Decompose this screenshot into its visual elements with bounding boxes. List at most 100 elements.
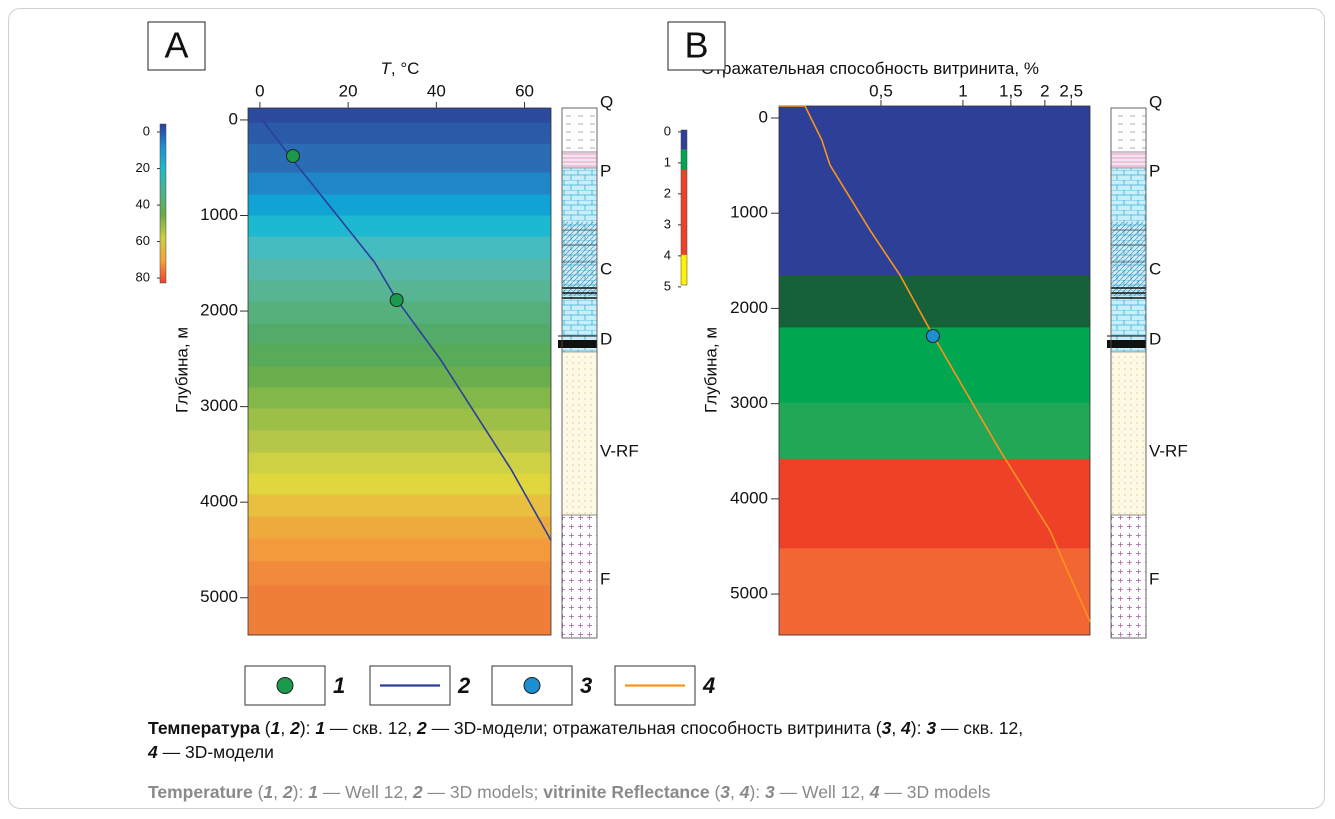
- colorbar-tick-label: 0: [143, 123, 150, 138]
- y-axis-label: Глубина, м: [172, 327, 191, 413]
- colorbar-tick-label: 4: [664, 247, 671, 262]
- depth-band: [248, 215, 551, 238]
- y-tick-label: 5000: [200, 587, 238, 606]
- x-axis-label: Отражательная способность витринита, %: [701, 59, 1039, 78]
- lithology-layer: [1110, 351, 1147, 516]
- lithology-label: F: [1149, 569, 1159, 588]
- lithology-label: Q: [1149, 92, 1162, 111]
- caption-run: ):: [910, 718, 927, 738]
- lithology-layer: [1110, 107, 1147, 153]
- colorbar: [159, 123, 167, 284]
- legend-label: 2: [457, 673, 471, 698]
- depth-band: [248, 452, 551, 475]
- colorbar-segment: [681, 130, 687, 150]
- y-tick-label: 2000: [730, 298, 768, 317]
- x-tick-label: 0: [255, 81, 264, 100]
- depth-band: [248, 344, 551, 367]
- depth-band: [248, 366, 551, 389]
- y-tick-label: 5000: [730, 584, 768, 603]
- caption-run: 3: [765, 782, 775, 802]
- legend-label: 4: [702, 673, 715, 698]
- depth-band: [779, 106, 1090, 277]
- caption-run: — 3D models: [879, 782, 991, 802]
- colorbar-tick-label: 40: [136, 196, 150, 211]
- depth-band: [779, 402, 1090, 460]
- depth-band: [248, 430, 551, 453]
- caption-run: — 3D models;: [422, 782, 544, 802]
- lithology-hatch: [562, 222, 597, 296]
- lithology-label: C: [1149, 259, 1161, 278]
- caption-run: Temperature: [148, 782, 253, 802]
- y-tick-label: 3000: [730, 393, 768, 412]
- caption-ru: Температура (1, 2): 1 — скв. 12, 2 — 3D-…: [148, 716, 1023, 764]
- x-axis-unit: , °C: [391, 59, 420, 78]
- well-point: [389, 293, 404, 308]
- lithology-layer: [561, 514, 598, 639]
- colorbar-tick-label: 1: [664, 154, 671, 169]
- depth-band: [248, 473, 551, 496]
- profile-line: [779, 105, 1091, 622]
- caption-run: (: [709, 782, 721, 802]
- caption-run: 4: [739, 782, 750, 802]
- colorbar-segment: [681, 254, 687, 285]
- lithology-label: V-RF: [600, 441, 639, 460]
- caption-run: — 3D-модели; отражательная способность в…: [426, 718, 882, 738]
- lithology-layer: [1110, 514, 1147, 639]
- y-tick-label: 0: [229, 109, 238, 128]
- x-tick-label: 1: [958, 81, 967, 100]
- lithology-label: F: [600, 569, 610, 588]
- panel-label-box: [147, 21, 206, 71]
- y-tick-label: 0: [759, 107, 768, 126]
- caption-run: 2: [282, 782, 293, 802]
- lithology-coal: [558, 340, 597, 348]
- depth-band: [248, 172, 551, 195]
- legend-marker: [523, 677, 541, 694]
- x-tick-label: 2,5: [1059, 81, 1083, 100]
- caption-run: — скв. 12,: [936, 718, 1024, 738]
- lithology-coal: [1107, 340, 1146, 348]
- caption-run: 4: [869, 782, 880, 802]
- lithology-label: C: [600, 259, 612, 278]
- lithology-layer: [561, 351, 598, 516]
- lithology-layer: [561, 151, 598, 169]
- lithology-label: D: [1149, 329, 1161, 348]
- caption-run: — Well 12,: [317, 782, 413, 802]
- caption-en: Temperature (1, 2): 1 — Well 12, 2 — 3D …: [148, 780, 990, 804]
- lithology-layer: [1110, 151, 1147, 169]
- lithology-label: P: [1149, 161, 1160, 180]
- x-tick-label: 1,5: [999, 81, 1023, 100]
- caption-run: 4: [901, 718, 911, 738]
- caption-run: 4: [148, 742, 158, 762]
- depth-band: [779, 458, 1090, 549]
- caption-run: 2: [412, 782, 423, 802]
- depth-band: [248, 494, 551, 518]
- lithology-outline: [1110, 107, 1147, 639]
- depth-band: [248, 108, 551, 124]
- lithology-label: P: [600, 161, 611, 180]
- plot-frame: [247, 107, 552, 636]
- lithology-column: [558, 107, 598, 639]
- caption-run: ,: [891, 718, 902, 738]
- well-point: [925, 329, 940, 344]
- colorbar-segment: [681, 149, 687, 170]
- depth-band: [248, 516, 551, 539]
- colorbar-frame: [680, 129, 688, 286]
- legend-marker: [276, 677, 294, 694]
- depth-band: [248, 323, 551, 346]
- x-axis-unit: Отражательная способность витринита, %: [701, 59, 1039, 78]
- caption-run: 1: [308, 782, 318, 802]
- y-tick-label: 4000: [200, 492, 238, 511]
- caption-run: ,: [730, 782, 740, 802]
- caption-run: vitrinite Reflectance: [543, 782, 710, 802]
- lithology-label: Q: [600, 92, 613, 111]
- depth-band: [248, 585, 551, 636]
- depth-band: [248, 538, 551, 562]
- y-axis-label: Глубина, м: [701, 327, 720, 413]
- lithology-column: [1107, 107, 1147, 639]
- x-tick-label: 40: [427, 81, 446, 100]
- figure-frame: [8, 8, 1325, 809]
- caption-run: 2: [416, 718, 427, 738]
- caption-run: — 3D-модели: [157, 742, 274, 762]
- caption-run: 3: [881, 718, 892, 738]
